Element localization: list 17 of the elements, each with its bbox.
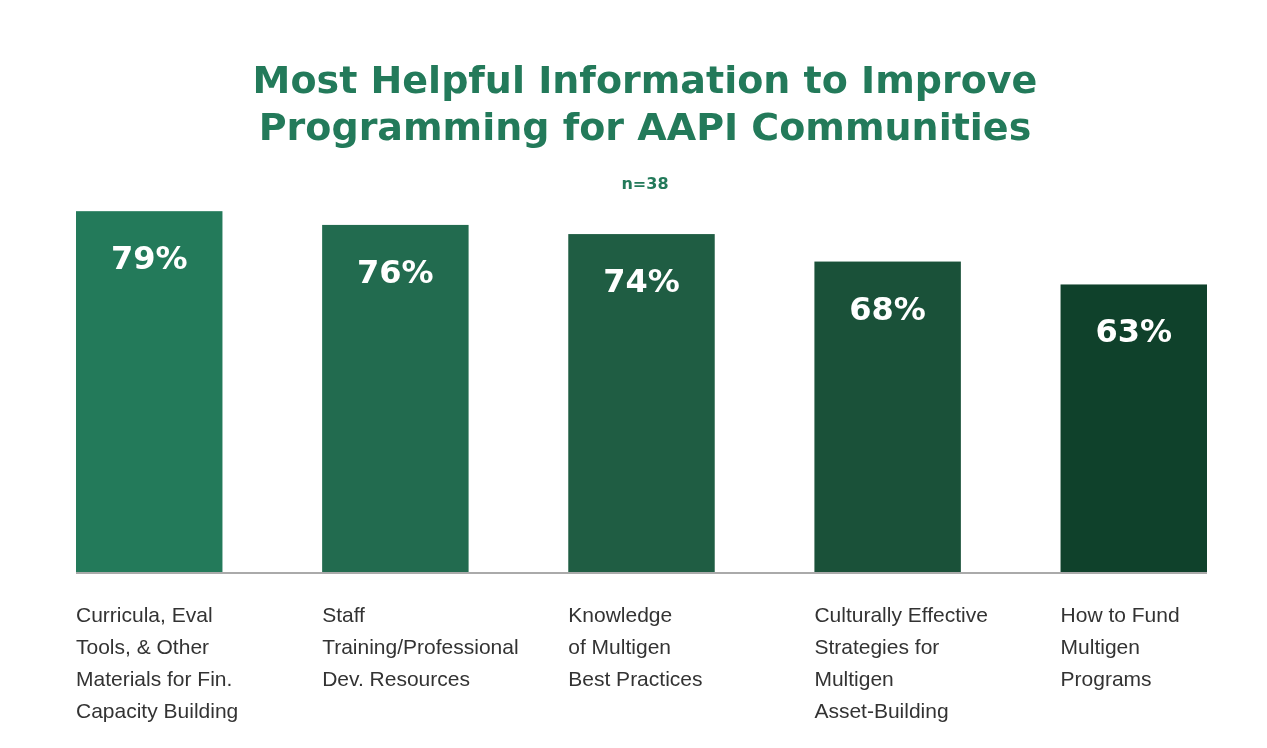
- data-label: 76%: [357, 252, 434, 291]
- x-tick-label: Staff Training/Professional Dev. Resources: [322, 603, 519, 690]
- x-tick-label: Knowledge of Multigen Best Practices: [568, 603, 703, 690]
- chart-title: Most Helpful Information to Improve Programming for AAPI Communities: [252, 58, 1038, 149]
- x-tick-label: Culturally Effective Strategies for Multigen Asset-Building: [814, 603, 988, 722]
- data-label: 63%: [1095, 312, 1173, 351]
- bar: [322, 224, 469, 573]
- data-label: 74%: [603, 262, 680, 301]
- x-tick-label: Curricula, Eval Tools, & Other Materials for Fin. Capacity Building: [76, 603, 239, 722]
- bar: [814, 261, 961, 573]
- data-label: 68%: [849, 289, 926, 328]
- bar: [568, 234, 715, 573]
- bar: [1060, 284, 1207, 573]
- bar: [76, 211, 223, 573]
- data-label: 79%: [110, 239, 188, 278]
- chart-subtitle: n=38: [621, 174, 669, 193]
- x-tick-label: How to Fund Multigen Programs: [1060, 603, 1180, 690]
